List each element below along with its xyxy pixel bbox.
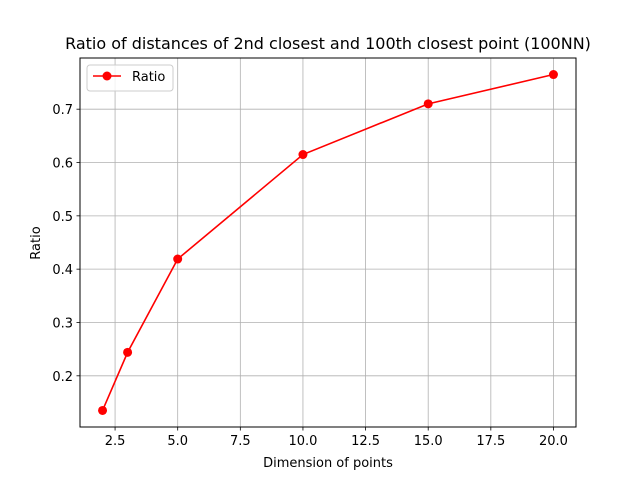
x-tick-label: 5.0 [167, 434, 188, 449]
x-tick-label: 12.5 [351, 434, 380, 449]
y-tick-label: 0.2 [52, 370, 73, 385]
data-point [123, 347, 133, 357]
legend-series-label: Ratio [132, 70, 165, 85]
data-point [298, 150, 308, 160]
y-axis-label: Ratio [29, 226, 44, 259]
plot-frame [79, 57, 577, 428]
data-point [423, 99, 433, 109]
x-tick-label: 15.0 [414, 434, 443, 449]
chart-title: Ratio of distances of 2nd closest and 10… [65, 34, 591, 53]
series-line [101, 73, 554, 411]
data-point [173, 254, 183, 264]
x-tick-label: 17.5 [476, 434, 505, 449]
x-tick-label: 2.5 [105, 434, 126, 449]
data-point [98, 405, 108, 415]
series-layer [98, 70, 558, 415]
legend: Ratio [86, 64, 174, 92]
y-tick-label: 0.4 [52, 263, 73, 278]
x-tick-label: 10.0 [288, 434, 317, 449]
data-point [548, 70, 558, 80]
x-tick-label: 20.0 [539, 434, 568, 449]
x-tick-label: 7.5 [230, 434, 251, 449]
y-axis-ticks: 0.2 0.3 0.4 0.5 0.6 0.7 [52, 103, 80, 385]
x-axis-label: Dimension of points [263, 456, 393, 471]
grid-lines [80, 58, 576, 427]
x-axis-ticks: 2.5 5.0 7.5 10.0 12.5 15.0 17.5 20.0 [105, 427, 568, 449]
y-tick-label: 0.7 [52, 103, 73, 118]
y-tick-label: 0.6 [52, 157, 73, 172]
y-tick-label: 0.5 [52, 210, 73, 225]
legend-box [86, 64, 174, 92]
y-tick-label: 0.3 [52, 316, 73, 331]
legend-series-marker [102, 71, 112, 81]
